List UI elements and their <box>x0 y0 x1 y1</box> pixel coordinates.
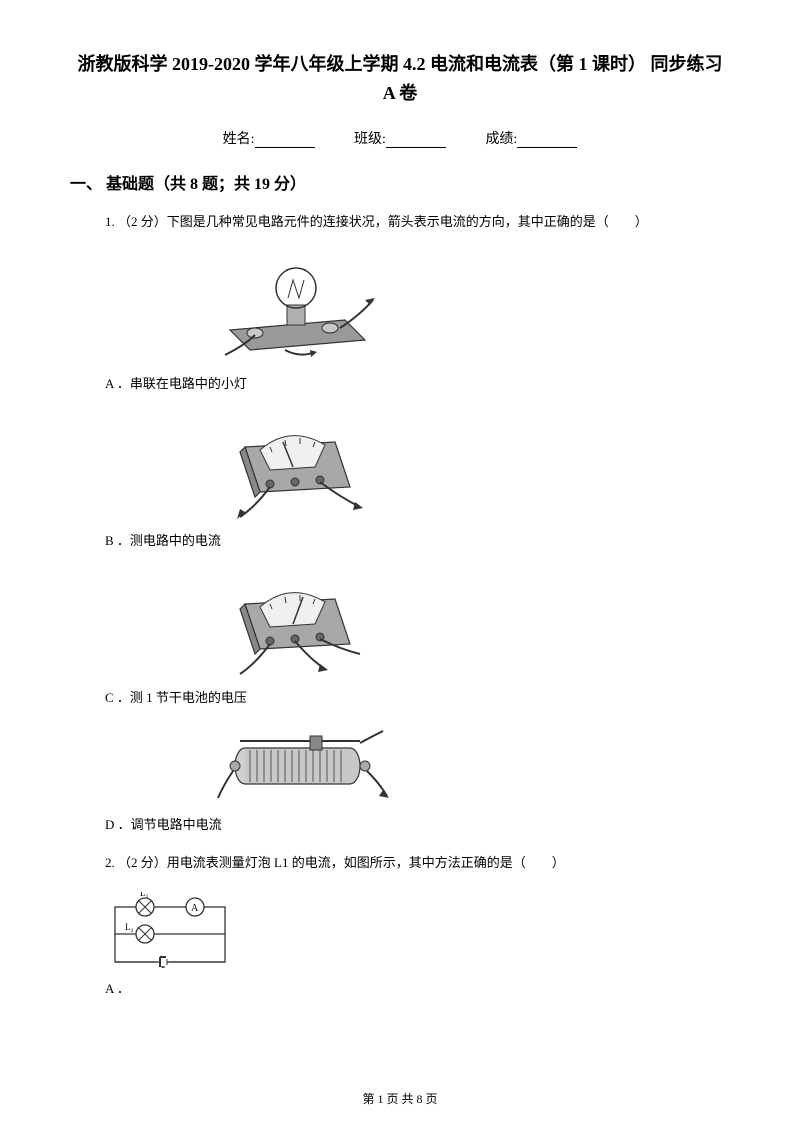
q2-optA: A ． <box>105 978 730 997</box>
page-footer: 第 1 页 共 8 页 <box>0 1090 800 1107</box>
q1-figC <box>215 569 730 679</box>
score-label: 成绩: <box>485 132 517 147</box>
section-title: 一、 基础题（共 8 题；共 19 分） <box>70 170 730 194</box>
info-row: 姓名: 班级: 成绩: <box>70 128 730 148</box>
name-blank <box>255 134 315 148</box>
q2-figA: L₁ A L₂ <box>105 892 730 972</box>
name-label: 姓名: <box>223 132 255 147</box>
q2-text: 2. （2 分）用电流表测量灯泡 L1 的电流，如图所示，其中方法正确的是（ ） <box>105 853 730 874</box>
doc-title-line2: A 卷 <box>70 79 730 108</box>
q1-optB: B ．测电路中的电流 <box>105 530 730 549</box>
q1-figA <box>215 250 730 365</box>
class-blank <box>386 134 446 148</box>
q1-optA: A ．串联在电路中的小灯 <box>105 373 730 392</box>
q1-figB <box>215 412 730 522</box>
q1-figD <box>215 726 730 806</box>
label-l2: L₂ <box>125 922 134 932</box>
q1-optD: D ．调节电路中电流 <box>105 814 730 833</box>
score-blank <box>517 134 577 148</box>
doc-title-line1: 浙教版科学 2019-2020 学年八年级上学期 4.2 电流和电流表（第 1 … <box>70 50 730 79</box>
label-a: A <box>191 903 199 914</box>
label-l1: L₁ <box>140 892 149 898</box>
q1-text: 1. （2 分）下图是几种常见电路元件的连接状况，箭头表示电流的方向，其中正确的… <box>105 212 730 233</box>
q1-optC: C ．测 1 节干电池的电压 <box>105 687 730 706</box>
class-label: 班级: <box>354 132 386 147</box>
